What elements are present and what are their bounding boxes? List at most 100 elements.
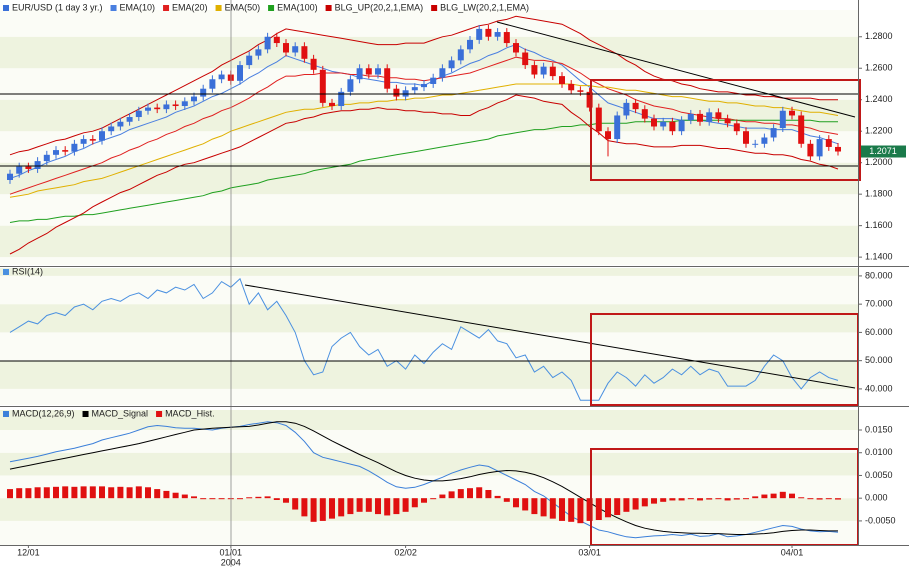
candle-body	[439, 68, 446, 78]
hist-bar	[154, 489, 161, 499]
candle-body	[752, 143, 759, 145]
candle-body	[393, 88, 400, 97]
hist-bar	[16, 488, 23, 499]
hist-bar	[457, 489, 464, 499]
legend-entry: BLG_LW(20,2,1,EMA)	[440, 2, 529, 12]
hist-bar	[715, 498, 722, 500]
hist-bar	[172, 492, 179, 499]
candle-body	[117, 121, 124, 127]
band	[0, 10, 858, 37]
legend-swatch	[110, 5, 117, 11]
hist-bar	[706, 498, 713, 500]
candle-body	[347, 79, 354, 92]
y-tick-label: 70.000	[865, 299, 893, 309]
hist-bar	[660, 498, 667, 502]
hist-bar	[264, 496, 271, 499]
candle-body	[733, 123, 740, 132]
band	[0, 131, 858, 163]
legend-swatch	[3, 411, 9, 417]
band	[0, 475, 858, 499]
candle-body	[384, 68, 391, 89]
candle-body	[770, 128, 777, 138]
hist-bar	[641, 498, 648, 507]
y-tick-label: 1.2000	[865, 157, 893, 167]
legend-swatch	[82, 411, 89, 417]
candle-body	[816, 139, 823, 157]
candle-body	[301, 46, 308, 59]
legend-entry: BLG_UP(20,2,1,EMA)	[335, 2, 424, 12]
legend-entry: EMA(100)	[277, 2, 318, 12]
y-tick-label: 1.2800	[865, 31, 893, 41]
candle-body	[660, 121, 667, 127]
candle-body	[191, 96, 197, 102]
hist-bar	[135, 486, 142, 499]
candle-body	[595, 107, 602, 132]
candle-body	[605, 131, 611, 140]
y-tick-label: 40.000	[865, 383, 893, 393]
series-line	[9, 83, 839, 198]
candle-body	[641, 109, 648, 119]
legend-swatch	[163, 5, 170, 11]
hist-bar	[237, 498, 243, 500]
hist-bar	[743, 498, 749, 500]
hist-bar	[485, 490, 492, 499]
hist-bar	[669, 498, 676, 501]
candle-body	[724, 118, 731, 124]
candle-body	[292, 46, 299, 53]
hist-bar	[255, 496, 262, 499]
candle-body	[623, 102, 630, 116]
hist-bar	[467, 488, 473, 499]
candle-body	[34, 161, 41, 169]
candle-body	[761, 137, 768, 144]
plot-layer: RSI(14)	[3, 266, 839, 401]
candle-body	[264, 36, 271, 50]
candle-body	[503, 32, 510, 44]
hist-bar	[752, 496, 759, 499]
series-line	[9, 421, 839, 539]
candle-body	[411, 87, 418, 91]
candle-body	[485, 28, 492, 37]
hist-bar	[209, 498, 216, 500]
series-line	[9, 421, 838, 535]
hist-bar	[697, 498, 703, 501]
band	[0, 452, 858, 476]
candle-body	[430, 77, 437, 84]
y-tick-label: 0.0050	[865, 470, 893, 480]
band	[0, 194, 858, 226]
candle-body	[375, 68, 381, 75]
hist-bar	[80, 486, 87, 499]
hist-bar	[218, 498, 225, 500]
candle-body	[200, 88, 207, 97]
band	[0, 332, 858, 361]
hist-bar	[402, 498, 409, 512]
hist-bar	[724, 498, 731, 501]
plot-layer: 1.2071 EUR/USD (1 day 3 yr.) EMA(10) EMA(20…	[3, 2, 906, 255]
hist-bar	[448, 491, 455, 499]
hist-bar	[365, 498, 372, 512]
legend-swatch	[3, 5, 9, 11]
hist-bar	[476, 487, 483, 499]
y-tick-label: 0.000	[865, 493, 888, 503]
candle-body	[273, 36, 280, 44]
legend-swatch	[156, 411, 163, 417]
hist-bar	[356, 498, 363, 512]
y-tick-label: 1.1600	[865, 220, 893, 230]
candle-body	[522, 52, 529, 66]
y-tick-label: 1.1400	[865, 252, 893, 262]
candle-body	[779, 110, 786, 129]
candle-body	[807, 143, 814, 157]
candle-body	[71, 143, 78, 152]
hist-bar	[687, 498, 694, 500]
y-tick-label: 1.1800	[865, 189, 893, 199]
hist-bar	[549, 498, 556, 519]
band	[0, 257, 858, 265]
hist-bar	[99, 486, 105, 499]
hist-bar	[789, 493, 795, 499]
hist-bar	[798, 497, 805, 499]
hist-bar	[329, 498, 335, 519]
hist-bar	[807, 498, 814, 500]
hist-bar	[163, 490, 170, 499]
band	[0, 388, 858, 405]
